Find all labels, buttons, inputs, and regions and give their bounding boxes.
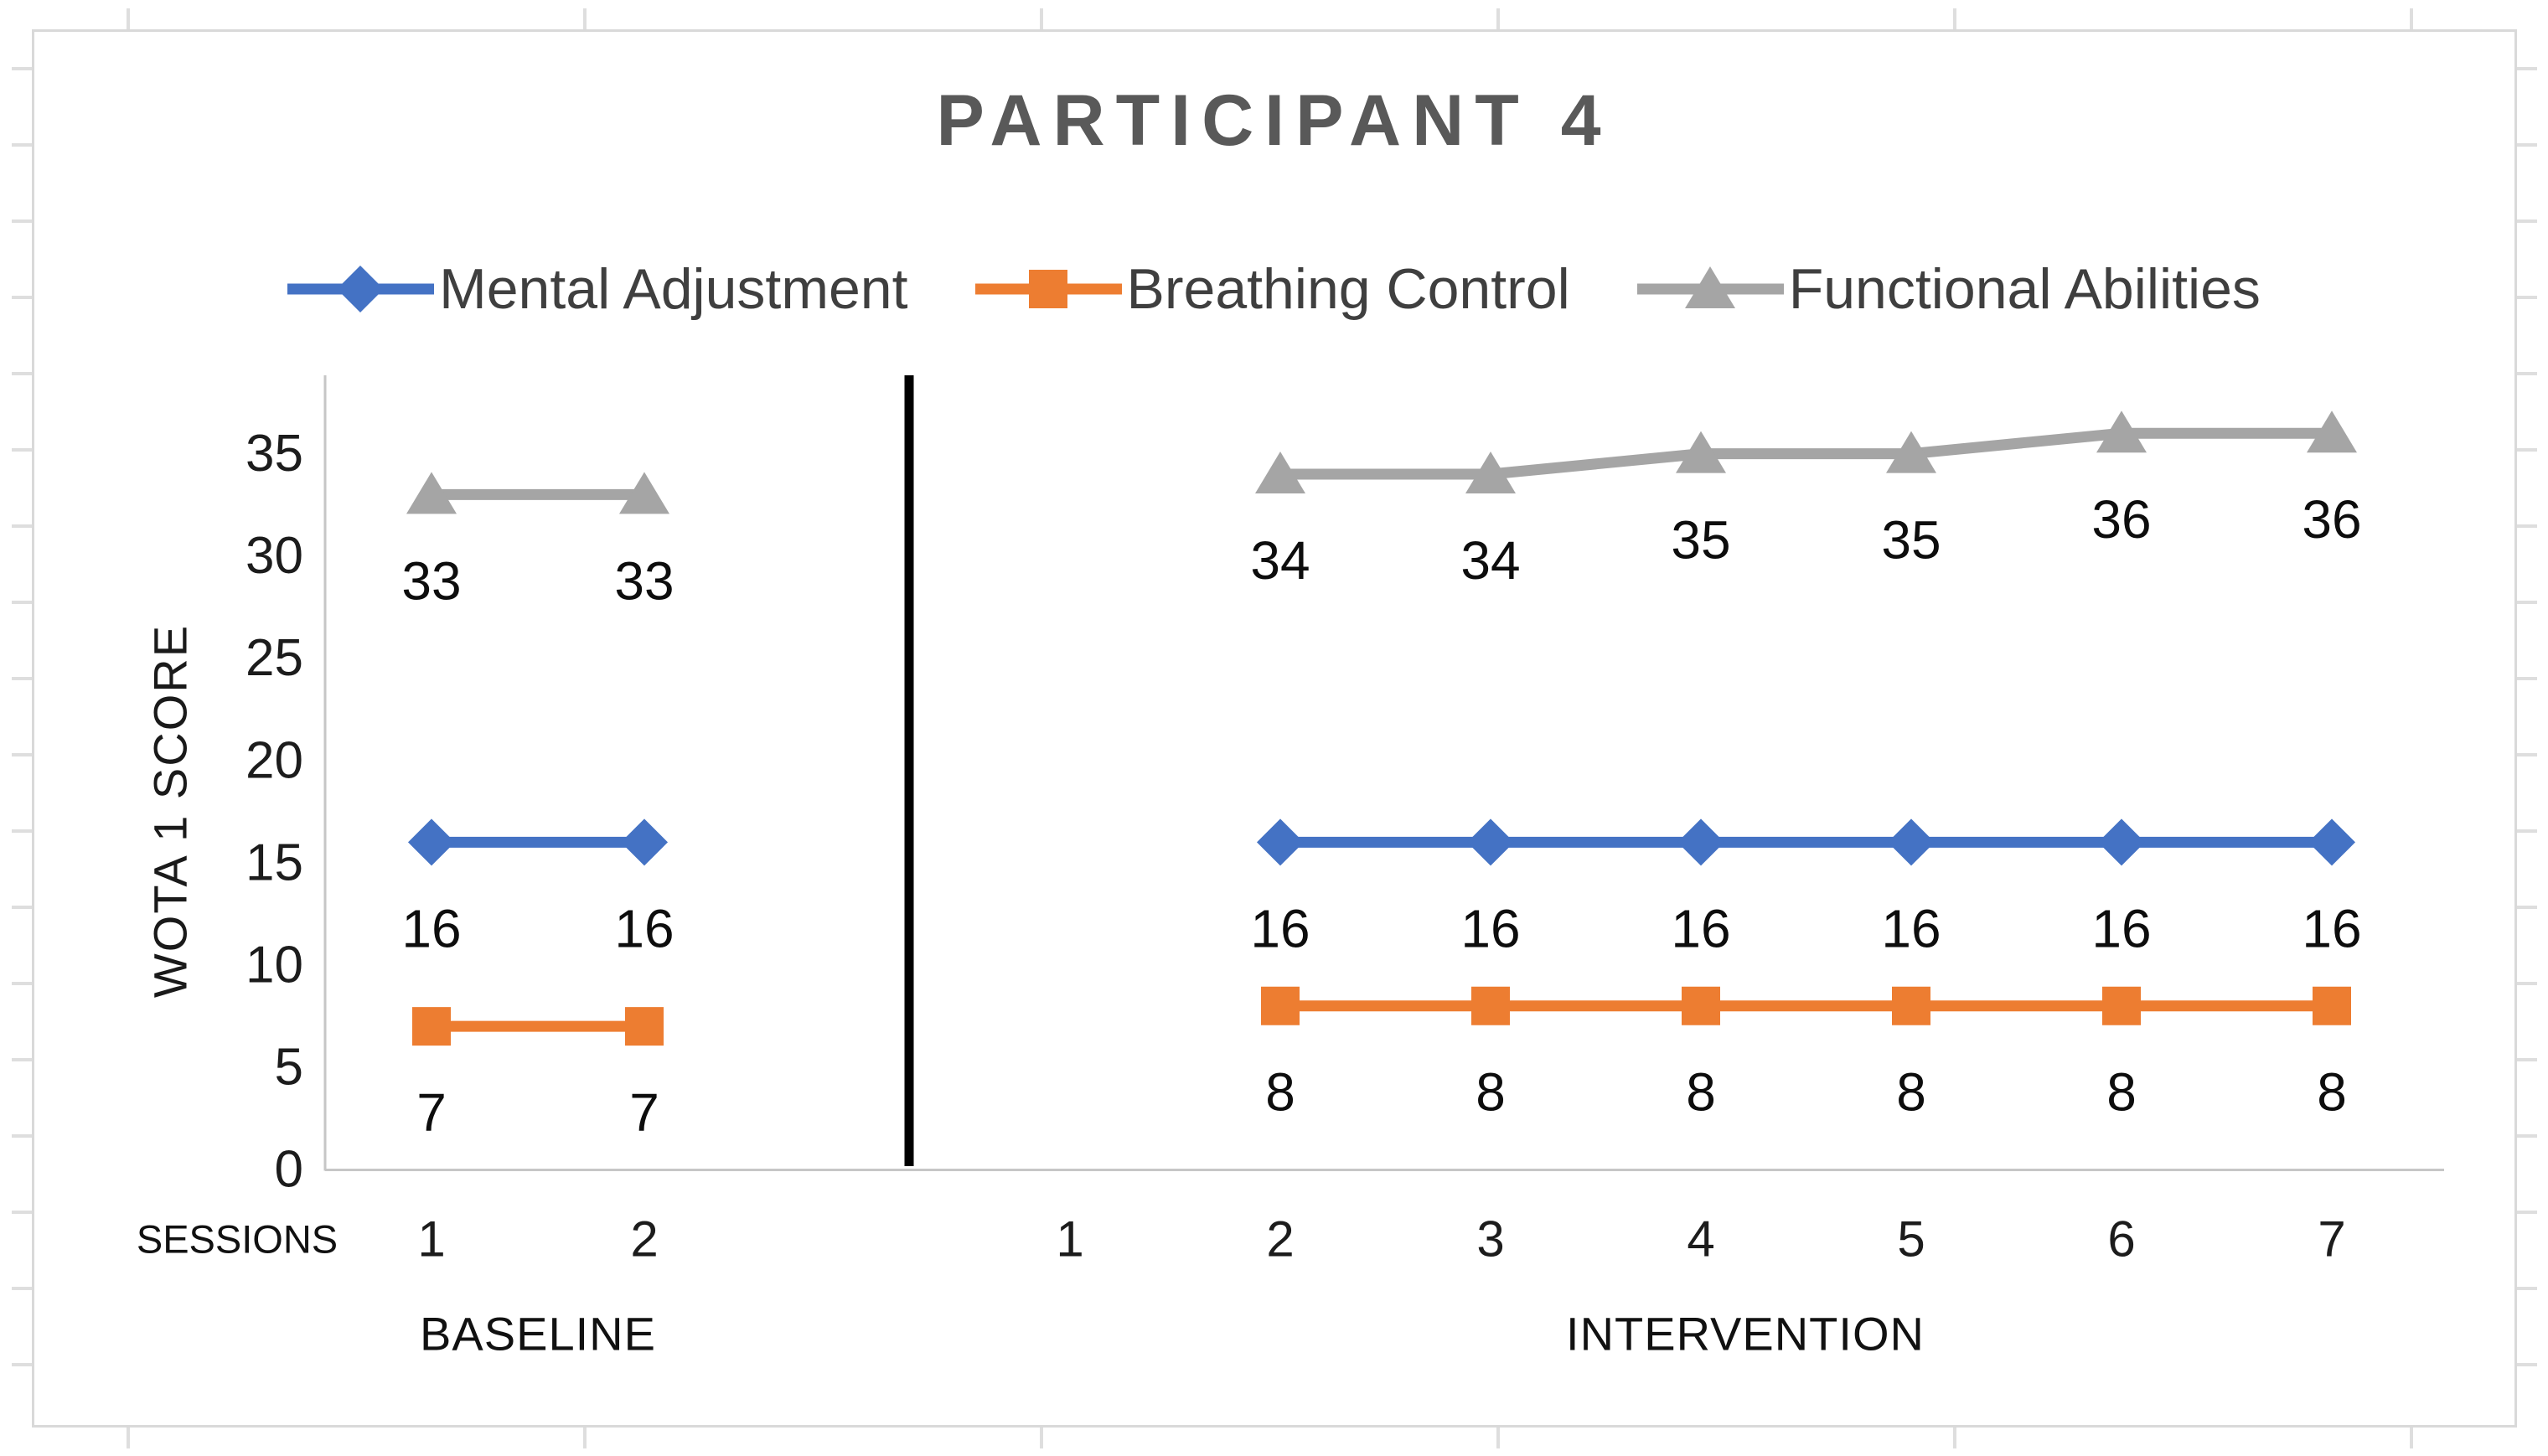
- data-label: 35: [1881, 510, 1941, 571]
- legend-item-breathing-control[interactable]: Breathing Control: [974, 256, 1570, 322]
- data-label: 16: [1460, 898, 1520, 958]
- data-label: 34: [1460, 530, 1520, 591]
- diamond-marker: [1257, 818, 1304, 866]
- x-tick-label: 1: [1056, 1211, 1083, 1268]
- data-label: 36: [2302, 489, 2361, 550]
- triangle-marker: [1886, 431, 1936, 473]
- legend-label: Breathing Control: [1126, 257, 1570, 321]
- data-label: 8: [1476, 1062, 1506, 1123]
- series-breathing-control[interactable]: 7 7 8 8 8 8 8 8: [412, 986, 2351, 1143]
- legend-diamond-marker-icon: [287, 266, 435, 312]
- data-label: 33: [614, 550, 674, 611]
- chart-border: [32, 29, 2517, 1428]
- square-marker: [2313, 986, 2351, 1025]
- data-label: 35: [1671, 510, 1730, 571]
- legend-diamond-marker: [337, 266, 385, 312]
- data-label: 16: [1250, 898, 1310, 958]
- x-tick-label: 5: [1897, 1211, 1925, 1268]
- x-tick-label: 7: [2318, 1211, 2345, 1268]
- diamond-marker: [2098, 818, 2145, 866]
- x-axis-tick-labels: 1 2 1 2 3 4 5 6 7: [417, 1211, 2345, 1268]
- data-label: 7: [629, 1082, 659, 1143]
- square-marker: [2102, 986, 2141, 1025]
- worksheet-gridline-stubs: [12, 8, 2537, 1448]
- diamond-marker: [408, 818, 455, 866]
- triangle-marker: [406, 472, 457, 514]
- data-label: 8: [2106, 1062, 2137, 1123]
- data-label: 16: [2091, 898, 2151, 958]
- series-functional-abilities[interactable]: 33 33 34 34 35 35 36 36: [401, 410, 2362, 611]
- triangle-marker: [619, 472, 669, 514]
- square-marker: [1261, 986, 1300, 1025]
- x-tick-label: 3: [1476, 1211, 1504, 1268]
- data-label: 7: [416, 1082, 447, 1143]
- data-label: 16: [1671, 898, 1730, 958]
- square-marker: [1892, 986, 1930, 1025]
- triangle-marker: [1465, 452, 1516, 494]
- square-marker: [412, 1007, 451, 1046]
- y-axis-title: WOTA 1 SCORE: [143, 623, 197, 999]
- x-tick-label: 6: [2107, 1211, 2135, 1268]
- data-label: 36: [2091, 489, 2151, 550]
- diamond-marker: [2308, 818, 2355, 866]
- y-tick-label: 5: [275, 1038, 303, 1096]
- legend: Mental Adjustment Breathing Control Func…: [0, 256, 2548, 322]
- series-line-intervention: [1280, 427, 2332, 480]
- legend-triangle-marker: [1684, 266, 1735, 308]
- data-label: 8: [1896, 1062, 1926, 1123]
- legend-square-marker: [1028, 270, 1067, 308]
- legend-square-marker-icon: [974, 270, 1122, 308]
- data-label: 34: [1250, 530, 1310, 591]
- series-mental-adjustment[interactable]: 16 16 16 16 16 16 16 16: [401, 818, 2362, 958]
- y-tick-label: 35: [245, 425, 303, 483]
- diamond-marker: [621, 818, 668, 866]
- y-tick-label: 30: [245, 527, 303, 585]
- data-label: 16: [1881, 898, 1941, 958]
- x-tick-label: 4: [1687, 1211, 1714, 1268]
- y-tick-label: 15: [245, 834, 303, 891]
- data-label: 8: [1686, 1062, 1716, 1123]
- data-label: 8: [1265, 1062, 1295, 1123]
- y-tick-label: 0: [275, 1141, 303, 1199]
- series-layer: 16 16 16 16 16 16 16 16 7 7 8 8 8 8 8 8 33 33 34 34 35 35 36 36: [401, 410, 2362, 1143]
- data-label: 16: [401, 898, 461, 958]
- square-marker: [1682, 986, 1720, 1025]
- diamond-marker: [1677, 818, 1724, 866]
- y-axis-tick-labels: 0 5 10 15 20 25 30 35: [245, 425, 303, 1198]
- x-tick-label: 1: [417, 1211, 445, 1268]
- legend-label: Functional Abilities: [1788, 257, 2261, 321]
- triangle-marker: [2096, 410, 2147, 453]
- y-tick-label: 25: [245, 629, 303, 687]
- x-tick-label: 2: [630, 1211, 658, 1268]
- data-label: 8: [2317, 1062, 2347, 1123]
- phase-label-baseline: BASELINE: [420, 1307, 656, 1360]
- diamond-marker: [1467, 818, 1514, 866]
- triangle-marker: [2307, 410, 2357, 453]
- square-marker: [1471, 986, 1510, 1025]
- data-label: 33: [401, 550, 461, 611]
- x-tick-label: 2: [1266, 1211, 1294, 1268]
- chart-title[interactable]: PARTICIPANT 4: [936, 80, 1612, 161]
- square-marker: [625, 1007, 664, 1046]
- legend-triangle-marker-icon: [1636, 266, 1784, 308]
- phase-label-intervention: INTERVENTION: [1566, 1307, 1925, 1360]
- triangle-marker: [1676, 431, 1726, 473]
- y-tick-label: 20: [245, 731, 303, 789]
- data-label: 16: [614, 898, 674, 958]
- legend-label: Mental Adjustment: [439, 257, 908, 321]
- legend-item-functional-abilities[interactable]: Functional Abilities: [1636, 256, 2261, 322]
- y-tick-label: 10: [245, 936, 303, 994]
- legend-item-mental-adjustment[interactable]: Mental Adjustment: [287, 256, 908, 322]
- x-axis-title: SESSIONS: [136, 1216, 339, 1262]
- triangle-marker: [1255, 452, 1305, 494]
- data-label: 16: [2302, 898, 2361, 958]
- diamond-marker: [1888, 818, 1935, 866]
